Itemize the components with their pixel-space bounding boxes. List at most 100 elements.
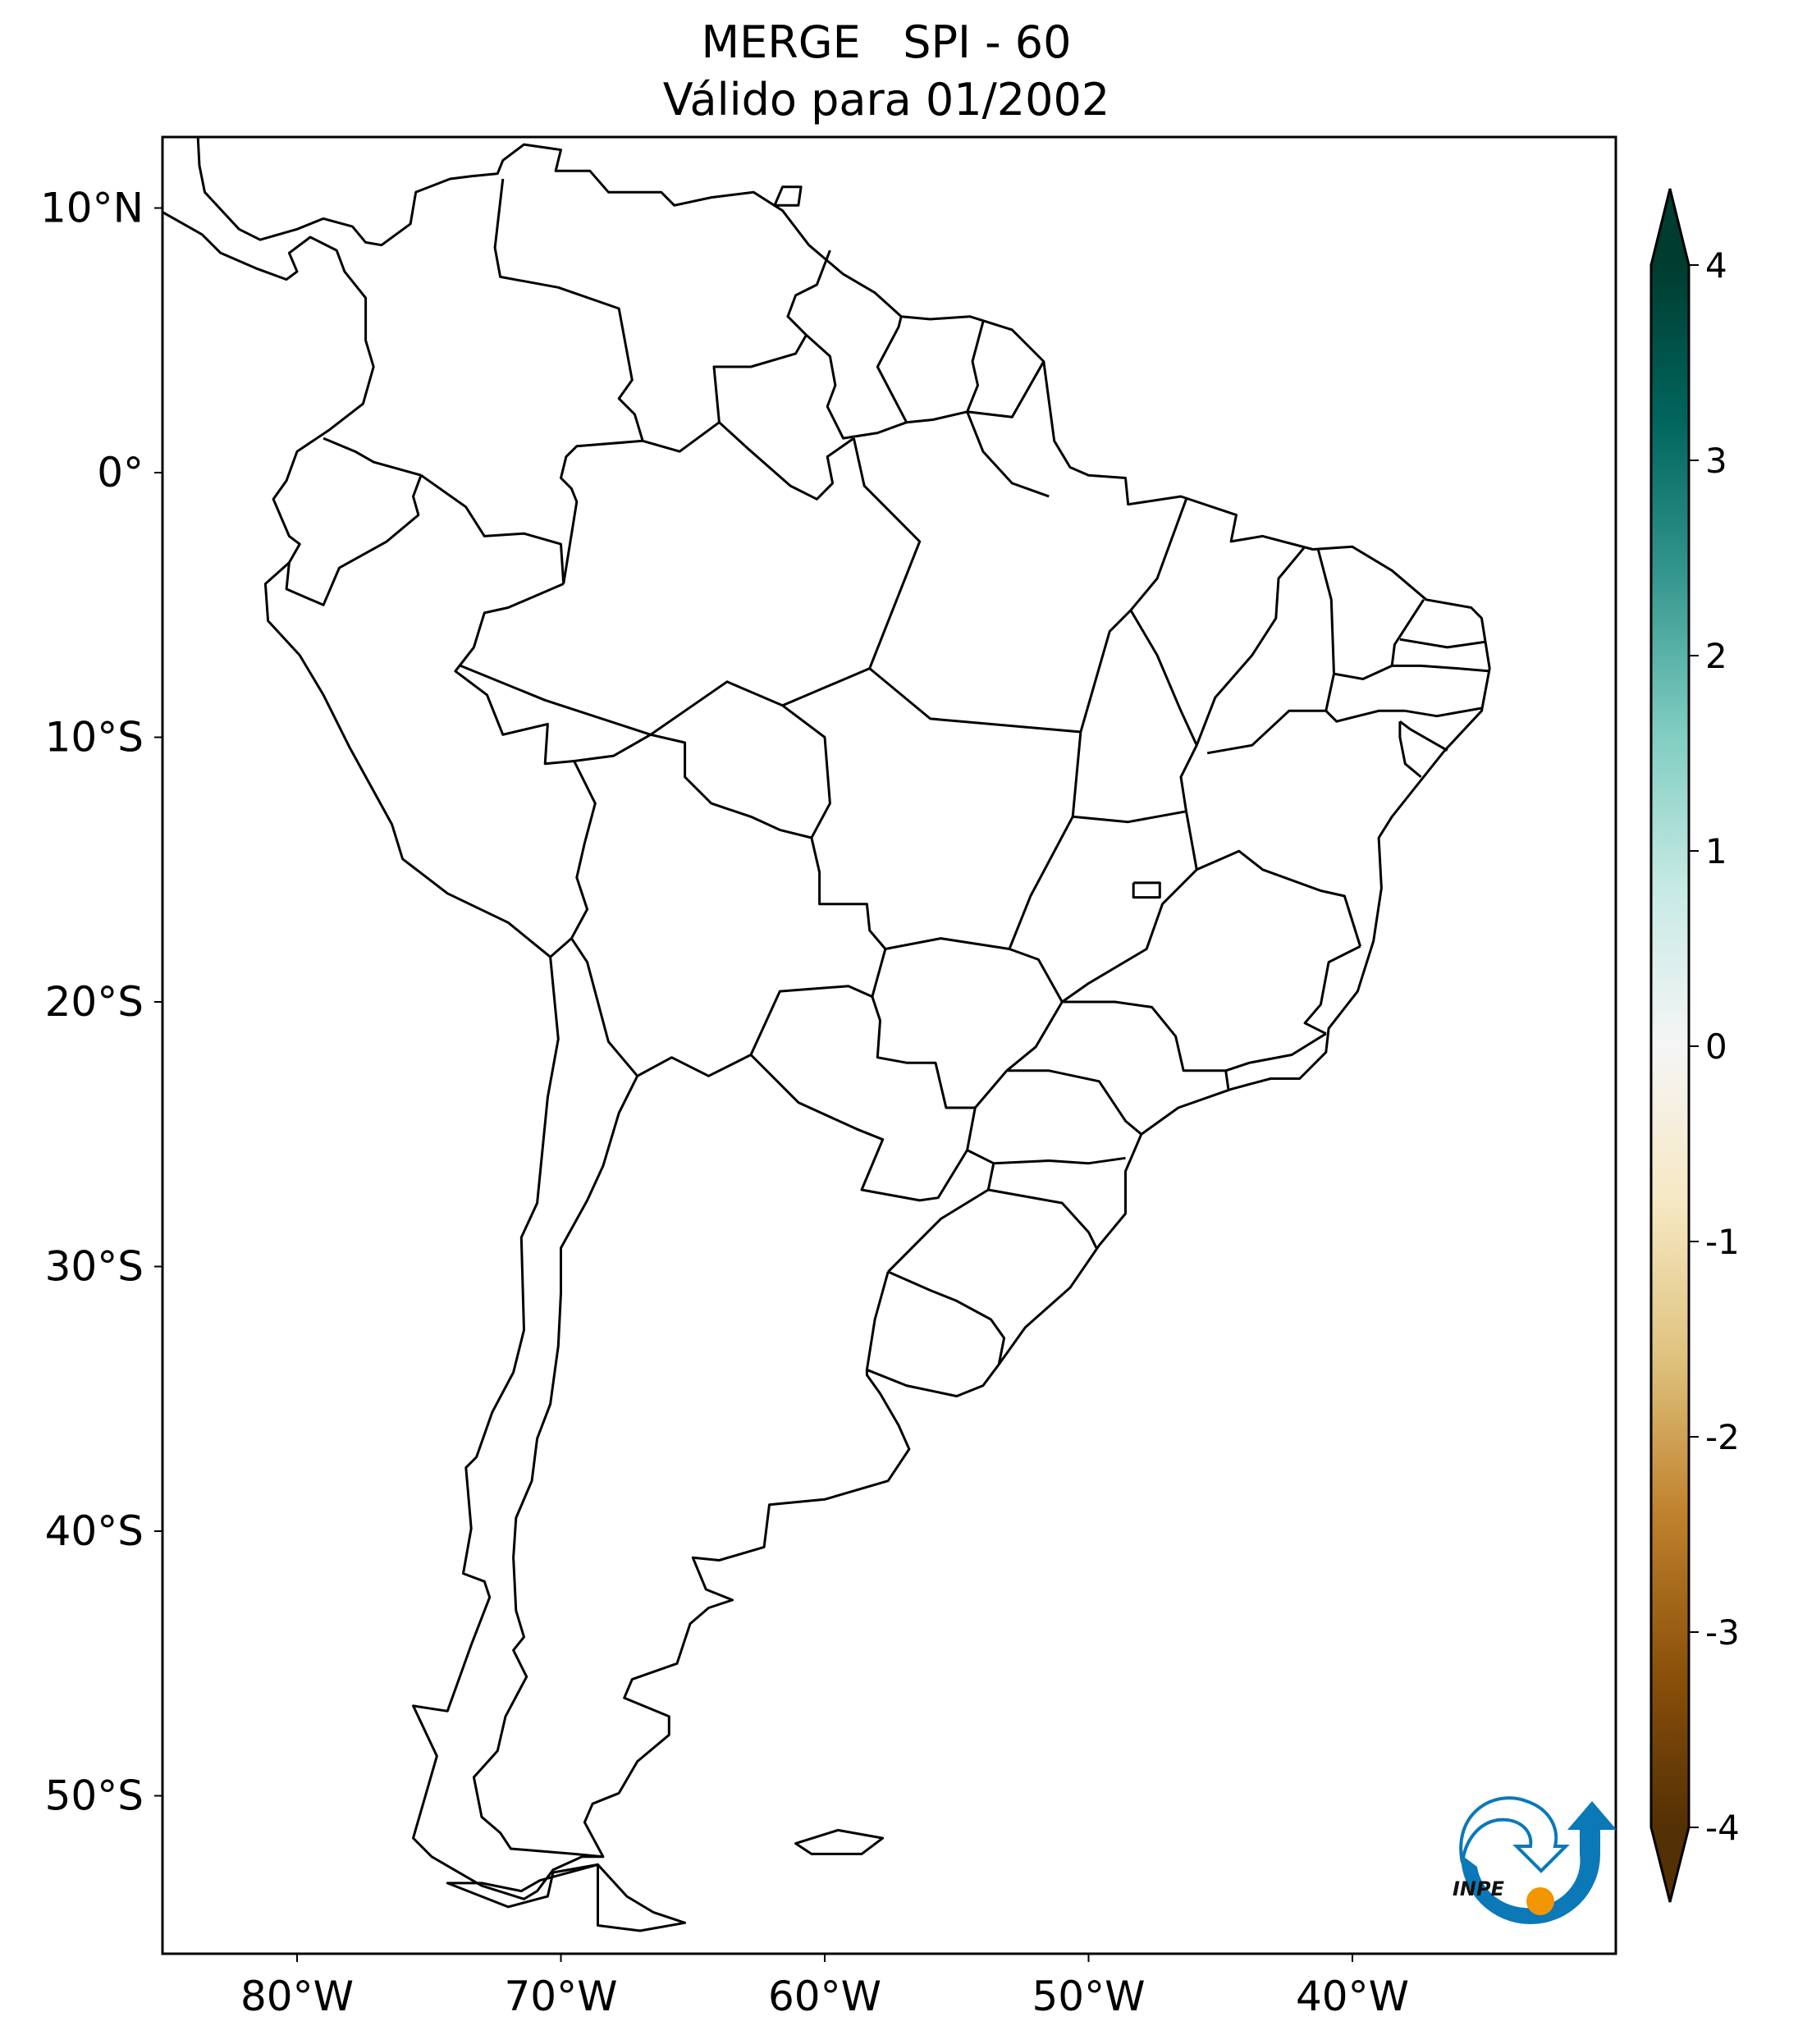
coastline-tierra-del-fuego <box>597 1863 687 1932</box>
state-border <box>1225 1032 1327 1072</box>
state-border <box>1073 810 1187 824</box>
state-border <box>460 665 652 736</box>
coastline <box>162 137 1491 1900</box>
state-border <box>1071 731 1082 817</box>
colorbar-tick-label: -1 <box>1705 1222 1740 1262</box>
lon-tick-label: 40°W <box>1296 1973 1409 2020</box>
state-border <box>1009 948 1064 1003</box>
colorbar-tick-label: -2 <box>1705 1417 1740 1457</box>
state-border <box>649 680 784 736</box>
country-border <box>285 474 423 606</box>
country-border <box>472 1075 639 1859</box>
colorbar-extend-min <box>1651 1827 1689 1902</box>
colorbar: 4 3 2 1 0 -1 -2 -3 -4 <box>1649 188 1740 1903</box>
state-border <box>1324 709 1406 723</box>
lat-tick-label: 10°N <box>40 185 144 232</box>
state-border <box>1398 721 1422 779</box>
country-border <box>636 1054 752 1077</box>
state-border <box>1062 1000 1226 1072</box>
map-title-line1: MERGE SPI - 60 <box>701 16 1072 68</box>
state-border <box>1079 609 1132 733</box>
country-border <box>871 996 977 1150</box>
map-background <box>162 137 1616 1954</box>
colorbar-tick-label: -4 <box>1705 1808 1740 1848</box>
lon-tick-label: 60°W <box>768 1973 881 2020</box>
logo-arrow-icon <box>1461 1801 1617 1924</box>
state-border <box>1179 744 1198 812</box>
lon-tick-label: 80°W <box>240 1973 354 2020</box>
country-border <box>749 985 873 1056</box>
colorbar-tick-label: 1 <box>1705 831 1727 871</box>
state-border <box>1132 881 1161 899</box>
country-border <box>454 583 574 766</box>
lat-tick-label: 50°S <box>45 1772 144 1820</box>
lat-tick-label: 30°S <box>45 1243 144 1291</box>
colorbar-tick-label: -3 <box>1705 1612 1740 1653</box>
state-border <box>988 1188 1098 1249</box>
state-border <box>1006 1069 1142 1136</box>
country-border <box>560 439 643 584</box>
lat-tick-label: 20°S <box>45 978 144 1026</box>
lat-tick-label: 10°S <box>45 714 144 761</box>
country-border <box>865 1271 890 1370</box>
lon-tick-label: 50°W <box>1032 1973 1145 2020</box>
lat-tick-label: 0° <box>97 449 144 496</box>
state-border <box>974 1069 1008 1109</box>
state-border <box>852 437 922 670</box>
state-border <box>966 411 1050 498</box>
state-border <box>781 704 831 839</box>
state-border <box>718 421 855 501</box>
colorbar-tick-label: 0 <box>1705 1027 1727 1067</box>
country-border <box>574 733 887 997</box>
state-border <box>1129 609 1198 746</box>
country-border <box>887 1270 1006 1365</box>
coastline-tierra-del-fuego-west <box>446 1863 599 1909</box>
state-border <box>1303 944 1361 1036</box>
lon-tick-label: 70°W <box>504 1973 617 2020</box>
state-border <box>1334 665 1393 680</box>
country-border <box>966 321 985 413</box>
state-border <box>1224 1070 1230 1090</box>
state-border <box>993 1156 1126 1165</box>
state-border <box>1008 816 1074 950</box>
state-border <box>1206 673 1335 755</box>
country-border <box>642 334 807 453</box>
country-border <box>906 410 968 424</box>
logo-text: INPE <box>1453 1877 1505 1900</box>
colorbar-tick-label: 4 <box>1705 245 1727 286</box>
colorbar-tick-label: 3 <box>1705 441 1727 481</box>
country-border <box>749 1054 968 1202</box>
state-border <box>1129 498 1187 611</box>
state-border <box>868 667 1082 734</box>
country-border <box>967 360 1045 418</box>
country-border <box>323 437 422 477</box>
state-border <box>1061 868 1198 1004</box>
axis-ticks: 10°N 0° 10°S 20°S 30°S 40°S 50°S 80°W 70°W 60°W 50… <box>40 185 1409 2021</box>
state-border <box>1316 549 1335 674</box>
coastline-trinidad <box>773 185 803 207</box>
country-border <box>570 937 638 1077</box>
coastline-falklands <box>794 1828 885 1855</box>
state-border <box>1390 598 1425 666</box>
state-border <box>1196 849 1362 947</box>
map-frame <box>161 135 1617 1955</box>
state-border <box>1405 706 1482 718</box>
state-border <box>1392 664 1490 673</box>
colorbar-tick-label: 2 <box>1705 636 1727 676</box>
map-title-line2: Válido para 01/2002 <box>662 74 1110 126</box>
country-border <box>805 334 908 440</box>
map-geometry <box>162 137 1491 1932</box>
state-border <box>1195 546 1306 746</box>
state-border <box>1399 638 1485 649</box>
country-border <box>420 473 565 584</box>
logo-orange-dot-icon <box>1526 1887 1554 1915</box>
logo-swirl-icon <box>1459 1796 1570 1873</box>
state-border <box>782 667 871 707</box>
inpe-logo: INPE <box>1453 1796 1617 1924</box>
colorbar-extend-max <box>1651 189 1689 265</box>
country-border <box>876 316 908 423</box>
state-border <box>1399 720 1448 752</box>
state-border <box>1005 1001 1064 1072</box>
lat-tick-label: 40°S <box>45 1507 144 1555</box>
